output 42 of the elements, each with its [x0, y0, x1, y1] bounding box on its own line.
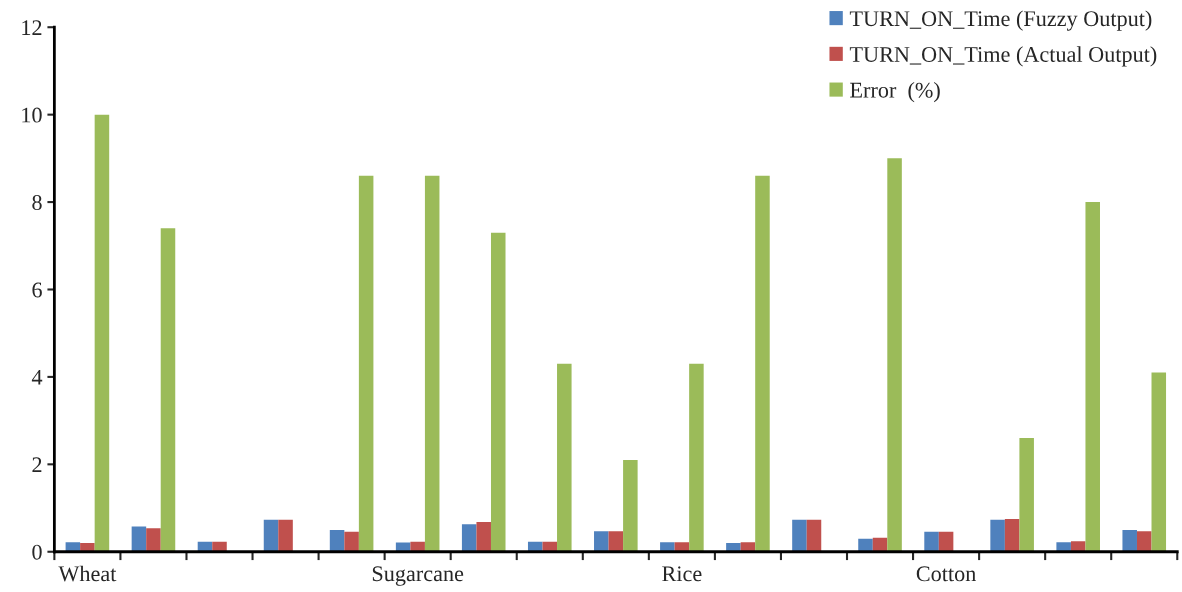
y-tick-label: 0 — [32, 544, 42, 560]
bar — [131, 526, 147, 552]
bar — [924, 531, 939, 552]
bar — [278, 519, 293, 552]
y-tick-label: 2 — [32, 457, 42, 473]
bar — [94, 114, 110, 552]
x-tick-label: Sugarcane — [372, 566, 464, 586]
bar — [358, 175, 374, 552]
bar — [887, 158, 902, 552]
bar — [1004, 518, 1020, 552]
x-tick-label: Wheat — [58, 565, 117, 582]
bar — [594, 531, 609, 552]
bar — [263, 519, 279, 552]
bar — [160, 228, 176, 552]
bar — [476, 522, 491, 552]
bar — [990, 519, 1005, 552]
bar — [557, 363, 572, 552]
bar — [424, 175, 440, 552]
x-tick-label: Cotton — [916, 566, 976, 582]
bar — [755, 175, 770, 552]
legend-label: TURN_ON_Time (Fuzzy Output) — [849, 10, 1152, 31]
bar — [792, 519, 807, 552]
bar — [1085, 202, 1100, 552]
bar — [490, 232, 506, 552]
legend-label: TURN_ON_Time (Actual Output) — [849, 46, 1157, 67]
legend-label: Error (%) — [850, 82, 940, 103]
bar — [461, 524, 477, 552]
x-tick-label: Rice — [662, 566, 702, 582]
y-tick-label: 12 — [22, 20, 42, 35]
bar — [1151, 372, 1167, 552]
bar — [623, 459, 638, 552]
bar — [1019, 438, 1034, 552]
bar — [146, 528, 161, 552]
bar — [1122, 529, 1137, 552]
y-tick-label: 8 — [32, 195, 42, 210]
bar — [1136, 531, 1152, 552]
bar — [344, 531, 359, 552]
y-tick-label: 4 — [31, 369, 43, 385]
bar — [806, 519, 822, 552]
y-tick-label: 10 — [22, 107, 42, 123]
bar — [689, 363, 704, 552]
y-tick-label: 6 — [32, 282, 42, 298]
